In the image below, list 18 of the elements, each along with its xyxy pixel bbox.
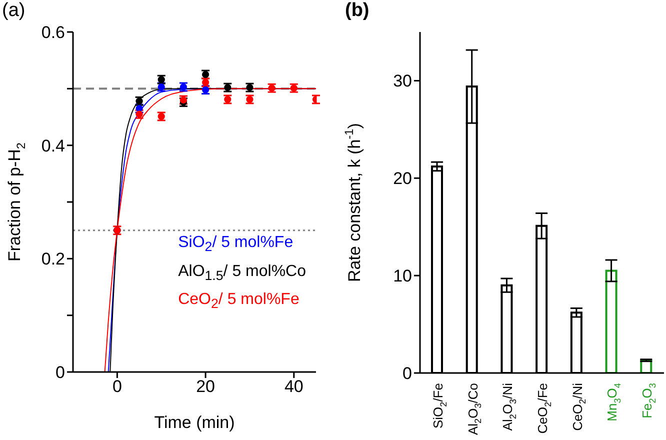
y-tick-label: 20 xyxy=(393,169,412,188)
chart-title: (b) xyxy=(345,0,370,22)
y-tick-label: 10 xyxy=(393,266,412,286)
x-tick-label: 40 xyxy=(284,377,304,396)
x-axis-title: Time (min) xyxy=(154,413,235,432)
text: AlO$_{1.5}$/ 5 mol%Co xyxy=(178,262,306,285)
x-tick-label: 20 xyxy=(196,377,216,396)
y-tick-label: 0.6 xyxy=(41,23,65,42)
text: SiO$_{2}$/ 5 mol%Fe xyxy=(178,233,294,257)
y-tick-label: 30 xyxy=(393,72,412,91)
x-tick-label: 0 xyxy=(112,377,122,396)
y-tick-label: 0 xyxy=(56,363,65,382)
chart-title: (a) xyxy=(2,0,26,22)
y-tick-label: 0.2 xyxy=(41,250,65,269)
y-tick-label: 0.4 xyxy=(41,136,65,156)
bar xyxy=(605,270,618,373)
text: CeO$_{2}$/ 5 mol%Fe xyxy=(178,290,300,313)
y-tick-label: 0 xyxy=(402,364,412,384)
